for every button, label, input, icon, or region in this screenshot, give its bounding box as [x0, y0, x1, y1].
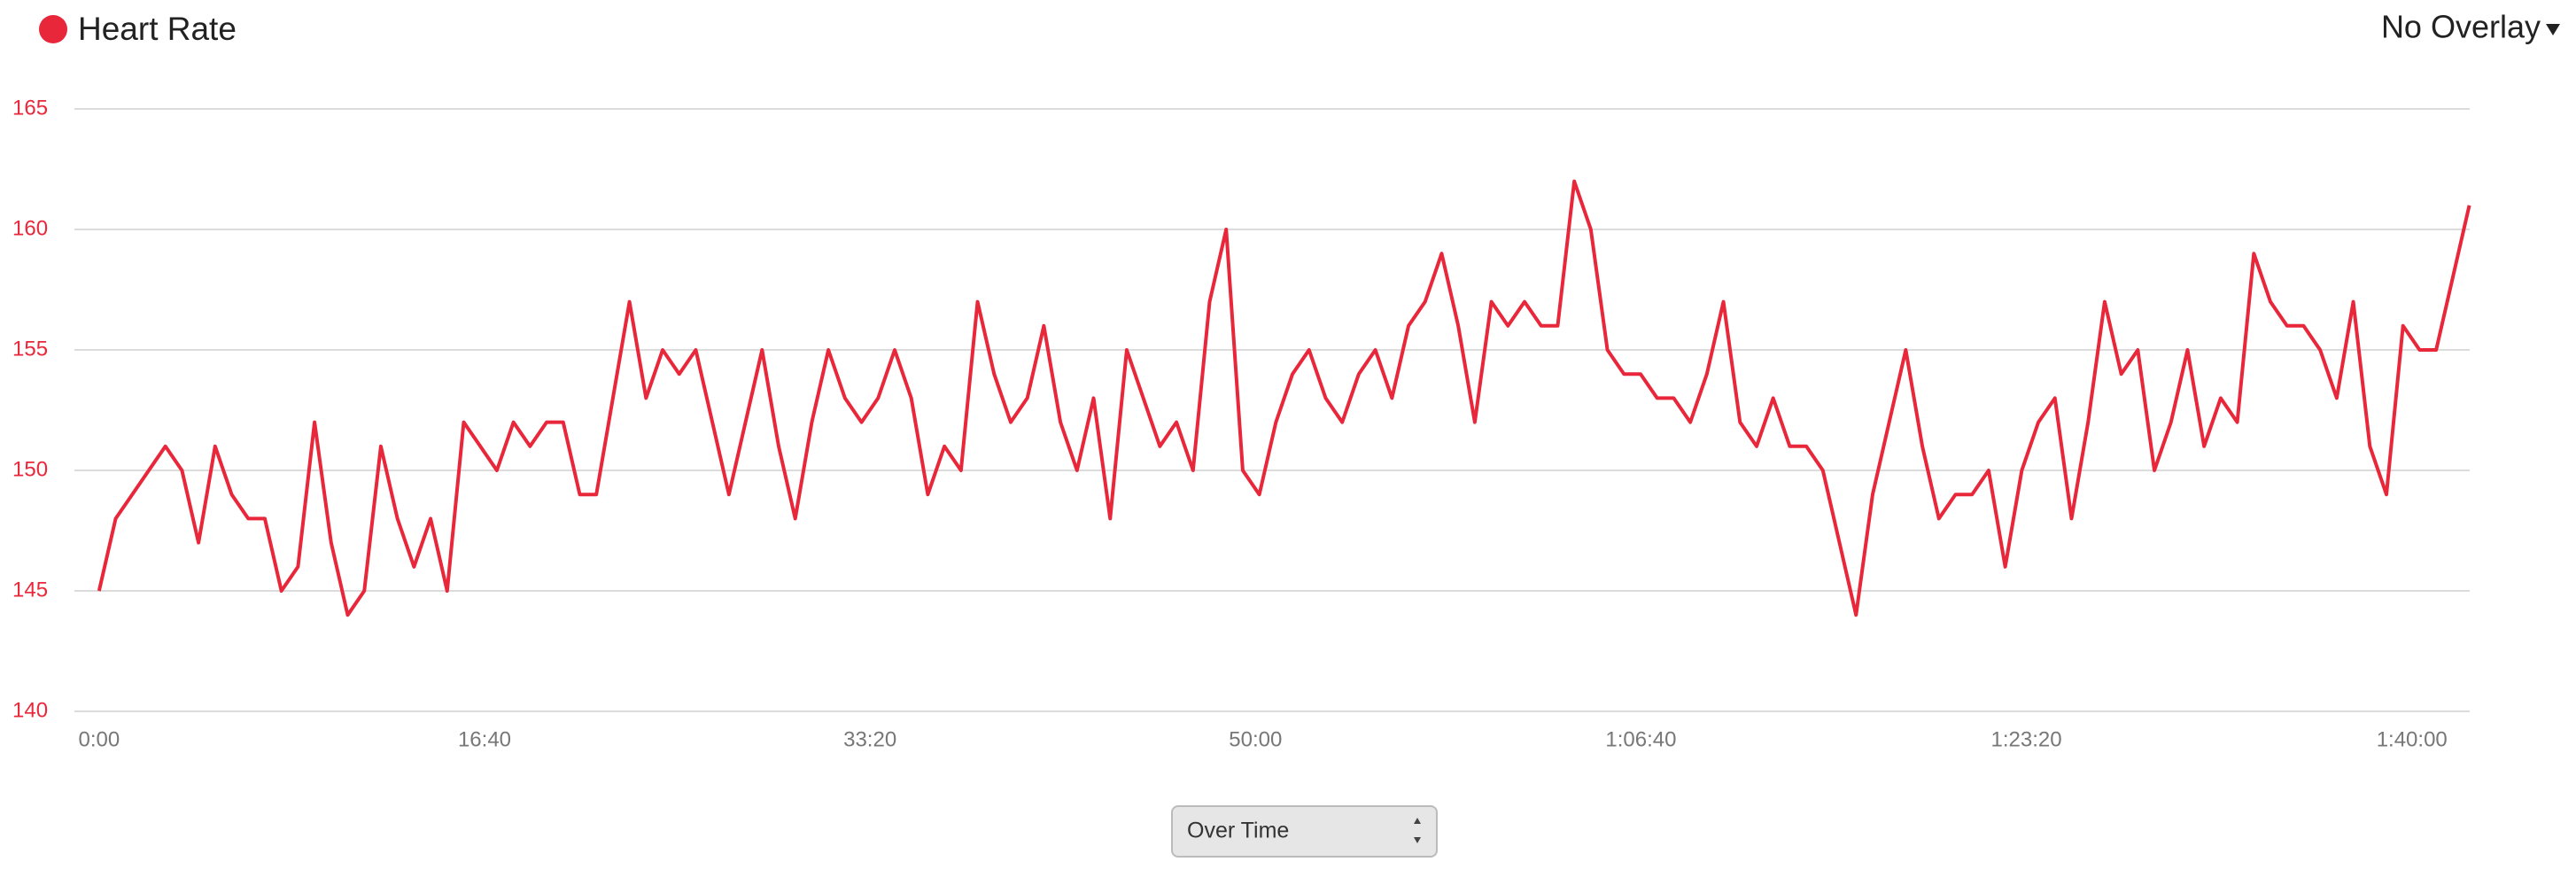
- mode-select-box[interactable]: [1171, 805, 1438, 858]
- legend-dot: [39, 15, 67, 43]
- x-tick-label: 1:23:20: [1991, 727, 2062, 751]
- legend-label: Heart Rate: [78, 11, 237, 47]
- x-tick-label: 33:20: [843, 727, 896, 751]
- legend: Heart Rate: [39, 11, 237, 47]
- mode-select-label[interactable]: Over Time: [1187, 819, 1289, 843]
- y-tick-label: 140: [12, 698, 48, 722]
- mode-select-arrows[interactable]: [1414, 818, 1421, 843]
- x-tick-label: 1:40:00: [2377, 727, 2448, 751]
- x-tick-label: 16:40: [458, 727, 511, 751]
- plot-area: 140 145 150 155 160 165 0:00 16:40 33:20 50:00 1:0…: [12, 96, 2471, 751]
- x-tick-label: 0:00: [78, 727, 120, 751]
- overlay-label[interactable]: No Overlay: [2381, 9, 2541, 45]
- overlay-select[interactable]: No Overlay: [2381, 9, 2560, 45]
- overlay-arrow[interactable]: [2546, 24, 2560, 35]
- y-tick-label: 150: [12, 457, 48, 481]
- line-series: [97, 179, 2471, 617]
- y-tick-label: 155: [12, 337, 48, 361]
- y-tick-label: 165: [12, 96, 48, 120]
- y-tick-label: 145: [12, 578, 48, 602]
- x-tick-label: 1:06:40: [1605, 727, 1676, 751]
- mode-select[interactable]: Over Time: [1171, 805, 1438, 858]
- x-tick-label: 50:00: [1229, 727, 1282, 751]
- y-tick-label: 160: [12, 216, 48, 240]
